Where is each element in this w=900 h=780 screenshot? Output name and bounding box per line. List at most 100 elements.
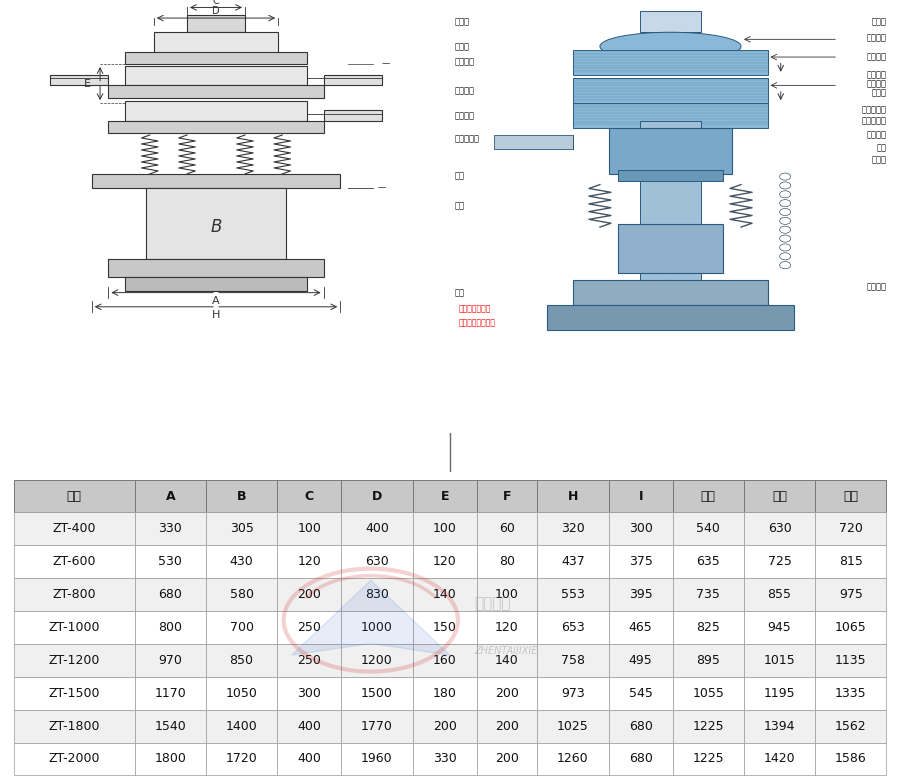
- Text: 二层: 二层: [772, 490, 788, 502]
- Text: 200: 200: [495, 720, 519, 732]
- Bar: [14, 677, 135, 710]
- Text: 橡胶球: 橡胶球: [871, 88, 886, 97]
- Bar: [537, 743, 608, 775]
- Bar: [672, 710, 744, 743]
- Bar: [50, 75, 108, 85]
- Text: 320: 320: [561, 523, 585, 535]
- Text: ZT-1000: ZT-1000: [49, 621, 100, 634]
- Bar: [135, 512, 206, 545]
- Bar: [640, 11, 701, 32]
- Bar: [277, 611, 341, 644]
- Text: 758: 758: [561, 654, 585, 667]
- Bar: [206, 578, 277, 611]
- Bar: [815, 710, 886, 743]
- Text: 运输用固定贸栓: 运输用固定贸栓: [459, 304, 491, 313]
- Text: 1260: 1260: [557, 753, 589, 765]
- Text: 975: 975: [839, 588, 863, 601]
- Text: 720: 720: [839, 523, 863, 535]
- Bar: [672, 480, 744, 512]
- Text: ZHENTAIJIXIE: ZHENTAIJIXIE: [473, 646, 537, 655]
- Text: 1015: 1015: [764, 654, 796, 667]
- Text: 100: 100: [495, 588, 519, 601]
- Text: 120: 120: [433, 555, 456, 569]
- Bar: [477, 480, 537, 512]
- Bar: [608, 480, 672, 512]
- Bar: [206, 480, 277, 512]
- Text: 球形清洁板: 球形清洁板: [861, 105, 886, 115]
- Text: ZT-1200: ZT-1200: [49, 654, 100, 667]
- Bar: [341, 743, 412, 775]
- Bar: [277, 545, 341, 578]
- Bar: [537, 512, 608, 545]
- Text: 680: 680: [629, 753, 652, 765]
- Text: 1195: 1195: [764, 686, 796, 700]
- Text: 553: 553: [561, 588, 585, 601]
- Text: 1055: 1055: [692, 686, 724, 700]
- Text: B: B: [211, 218, 221, 236]
- Bar: [617, 170, 724, 181]
- Text: D: D: [212, 6, 220, 16]
- Text: 三层: 三层: [843, 490, 859, 502]
- Bar: [744, 644, 815, 677]
- Text: 1420: 1420: [764, 753, 796, 765]
- Bar: [672, 545, 744, 578]
- Bar: [608, 128, 733, 174]
- Bar: [744, 480, 815, 512]
- Text: 1540: 1540: [155, 720, 186, 732]
- Text: 1586: 1586: [835, 753, 867, 765]
- Bar: [324, 110, 382, 121]
- Bar: [412, 578, 477, 611]
- Bar: [135, 578, 206, 611]
- Text: —: —: [382, 59, 390, 69]
- Bar: [477, 710, 537, 743]
- Bar: [477, 644, 537, 677]
- Text: H: H: [568, 490, 578, 502]
- Text: 1065: 1065: [835, 621, 867, 634]
- Bar: [573, 78, 768, 103]
- Bar: [125, 277, 307, 291]
- Text: 100: 100: [433, 523, 456, 535]
- Bar: [608, 578, 672, 611]
- Bar: [341, 512, 412, 545]
- Bar: [14, 480, 135, 512]
- Text: E: E: [85, 79, 91, 89]
- Bar: [547, 305, 794, 330]
- Text: 400: 400: [297, 720, 321, 732]
- Bar: [608, 611, 672, 644]
- Text: ZT-400: ZT-400: [52, 523, 95, 535]
- Bar: [537, 710, 608, 743]
- Bar: [108, 85, 324, 98]
- Bar: [108, 259, 324, 277]
- Text: 束环: 束环: [454, 172, 464, 180]
- Text: 850: 850: [230, 654, 254, 667]
- Bar: [640, 121, 701, 280]
- Text: C: C: [305, 490, 314, 502]
- Bar: [135, 644, 206, 677]
- Bar: [537, 644, 608, 677]
- Text: 830: 830: [365, 588, 389, 601]
- Text: 振泰机械: 振泰机械: [473, 596, 510, 612]
- Bar: [206, 710, 277, 743]
- Bar: [412, 480, 477, 512]
- Text: ZT-1800: ZT-1800: [49, 720, 100, 732]
- Bar: [14, 611, 135, 644]
- Text: ZT-1500: ZT-1500: [49, 686, 100, 700]
- Text: 1720: 1720: [226, 753, 257, 765]
- Bar: [341, 578, 412, 611]
- Bar: [154, 32, 278, 54]
- Bar: [277, 710, 341, 743]
- Bar: [608, 644, 672, 677]
- Text: H: H: [212, 310, 220, 321]
- Bar: [672, 743, 744, 775]
- Text: 375: 375: [629, 555, 652, 569]
- Text: 635: 635: [697, 555, 720, 569]
- Text: 305: 305: [230, 523, 254, 535]
- Text: 底部框架: 底部框架: [454, 111, 474, 120]
- Text: 815: 815: [839, 555, 863, 569]
- Bar: [744, 677, 815, 710]
- Text: 495: 495: [629, 654, 652, 667]
- Text: 辅助筛网: 辅助筛网: [867, 52, 886, 62]
- Text: 653: 653: [561, 621, 585, 634]
- Text: 140: 140: [495, 654, 519, 667]
- Text: 825: 825: [697, 621, 720, 634]
